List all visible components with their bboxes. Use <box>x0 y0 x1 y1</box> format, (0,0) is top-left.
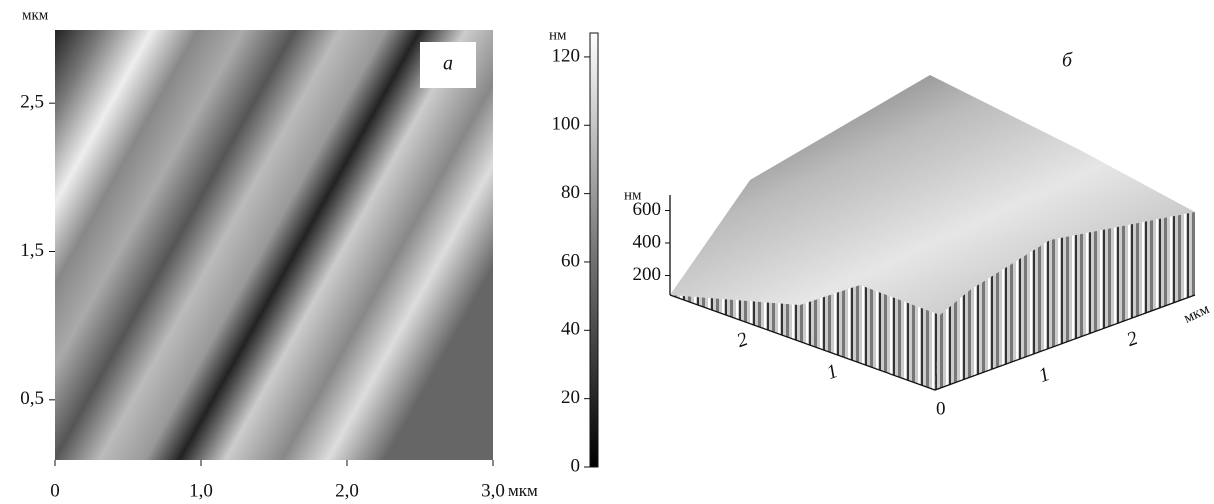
colorbar-tick-label: 20 <box>561 387 580 408</box>
y-tick-label: 2 <box>1124 327 1141 351</box>
x-tick-label: 0 <box>50 480 60 501</box>
colorbar-tick-label: 0 <box>571 455 581 476</box>
afm-image <box>55 30 493 460</box>
x-tick-label: 1 <box>824 360 841 384</box>
colorbar-tick-label: 80 <box>561 182 580 203</box>
panel-label: а <box>443 53 453 75</box>
y-tick-label: 2,5 <box>20 92 44 113</box>
y-unit: мкм <box>22 7 49 23</box>
z-tick-label: 200 <box>633 264 662 285</box>
x-tick-label: 2 <box>734 328 751 352</box>
colorbar-tick-label: 40 <box>561 319 580 340</box>
z-tick-label: 400 <box>633 231 662 252</box>
figure: а мкм мкм нм б нм 0 мкм 01,02,03,00,51,5… <box>0 0 1214 504</box>
colorbar-tick-label: 60 <box>561 250 580 271</box>
x-tick-label: 3,0 <box>481 480 505 501</box>
colorbar-tick-label: 120 <box>552 45 581 66</box>
panel-label: б <box>1062 50 1073 72</box>
y-tick-label: 1 <box>1036 363 1053 387</box>
colorbar <box>590 33 598 467</box>
y-unit: мкм <box>1181 301 1212 327</box>
colorbar-tick-label: 100 <box>552 114 581 135</box>
x-unit: мкм <box>508 481 538 500</box>
y-tick-label: 0,5 <box>20 388 44 409</box>
colorbar-unit: нм <box>549 27 567 43</box>
x-tick-label: 1,0 <box>189 480 213 501</box>
z-tick-label: 600 <box>633 199 662 220</box>
y-tick-label: 1,5 <box>20 240 44 261</box>
origin-label: 0 <box>936 398 946 419</box>
x-tick-label: 2,0 <box>335 480 359 501</box>
